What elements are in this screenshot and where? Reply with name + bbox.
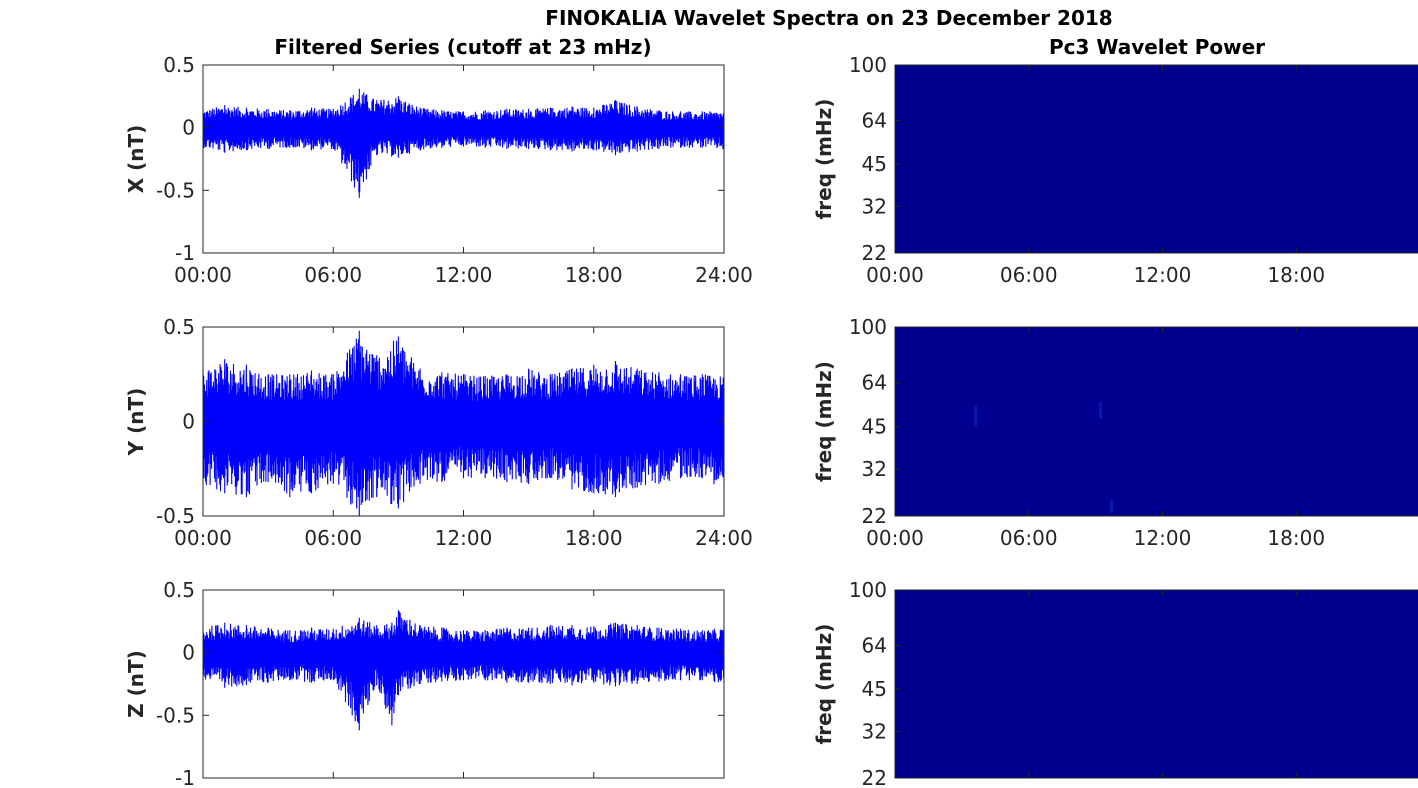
wavelet-power-map <box>895 590 1418 778</box>
y-tick-label: -1 <box>175 766 195 788</box>
x-tick-label: 12:00 <box>435 526 493 550</box>
series-line <box>203 610 724 731</box>
y-tick-label: -0.5 <box>156 504 195 528</box>
y-tick-label: 22 <box>862 766 887 788</box>
x-tick-label: 18:00 <box>565 263 623 287</box>
y-tick-label: 0.5 <box>163 53 195 77</box>
power-feature-1 <box>974 406 978 427</box>
y-tick-label: 32 <box>862 457 887 481</box>
power-feature-3 <box>1110 500 1114 514</box>
x-tick-label: 12:00 <box>1134 263 1192 287</box>
y-tick-label: 0 <box>182 116 195 140</box>
y-tick-label: 0 <box>182 641 195 665</box>
panel-6: 22 32 45 64 100 freq (mHz) <box>812 578 1418 788</box>
y-axis-label: Y (nT) <box>124 388 148 457</box>
x-tick-label: 12:00 <box>1134 526 1192 550</box>
y-tick-label: 100 <box>849 315 887 339</box>
x-tick-label: 00:00 <box>174 263 232 287</box>
x-tick-label: 24:00 <box>695 526 753 550</box>
y-tick-label: 32 <box>862 194 887 218</box>
y-tick-label: 0 <box>182 410 195 434</box>
right-column-title: Pc3 Wavelet Power <box>1049 35 1265 59</box>
x-tick-label: 06:00 <box>304 526 362 550</box>
x-tick-label: 00:00 <box>866 526 924 550</box>
y-tick-label: 100 <box>849 53 887 77</box>
y-tick-label: 64 <box>862 371 887 395</box>
y-tick-label: 45 <box>862 415 887 439</box>
power-feature-2 <box>1099 401 1103 419</box>
y-axis-label: freq (mHz) <box>812 624 836 745</box>
y-tick-label: 45 <box>862 152 887 176</box>
y-axis-label: Z (nT) <box>124 650 148 718</box>
panel-1: -1 -0.5 0 0.5 00:00 06:00 12:00 18:00 24:00 X (nT… <box>124 53 753 287</box>
y-axis-label: X (nT) <box>124 125 148 194</box>
y-tick-label: 22 <box>862 504 887 528</box>
y-tick-label: 32 <box>862 719 887 743</box>
x-tick-label: 18:00 <box>1267 526 1325 550</box>
panel-2: -0.5 0 0.5 00:00 06:00 12:00 18:00 24:00 Y (nT) <box>124 315 753 550</box>
x-tick-label: 06:00 <box>1000 263 1058 287</box>
wavelet-power-map <box>895 65 1418 253</box>
y-tick-label: -1 <box>175 241 195 265</box>
x-tick-label: 06:00 <box>304 263 362 287</box>
axes-box <box>202 589 725 779</box>
y-axis-label: freq (mHz) <box>812 99 836 220</box>
y-tick-label: 22 <box>862 241 887 265</box>
y-tick-label: 64 <box>862 108 887 132</box>
wavelet-power-map <box>895 327 1418 516</box>
x-tick-label: 00:00 <box>174 526 232 550</box>
y-tick-label: -0.5 <box>156 703 195 727</box>
x-tick-label: 06:00 <box>1000 526 1058 550</box>
y-tick-label: 100 <box>849 578 887 602</box>
y-tick-label: 0.5 <box>163 315 195 339</box>
x-tick-label: 18:00 <box>565 526 623 550</box>
panel-3: -1 -0.5 0 0.5 Z (nT) <box>124 578 725 788</box>
figure-title: FINOKALIA Wavelet Spectra on 23 December… <box>545 6 1112 30</box>
axes-box <box>202 64 725 254</box>
x-tick-label: 24:00 <box>695 263 753 287</box>
y-tick-label: 0.5 <box>163 578 195 602</box>
y-tick-label: 45 <box>862 677 887 701</box>
series-line <box>203 330 724 516</box>
x-tick-label: 18:00 <box>1267 263 1325 287</box>
y-tick-label: -0.5 <box>156 178 195 202</box>
x-tick-label: 12:00 <box>435 263 493 287</box>
left-column-title: Filtered Series (cutoff at 23 mHz) <box>274 35 651 59</box>
y-axis-label: freq (mHz) <box>812 361 836 482</box>
x-tick-label: 00:00 <box>866 263 924 287</box>
series-line <box>203 88 724 198</box>
y-tick-label: 64 <box>862 633 887 657</box>
